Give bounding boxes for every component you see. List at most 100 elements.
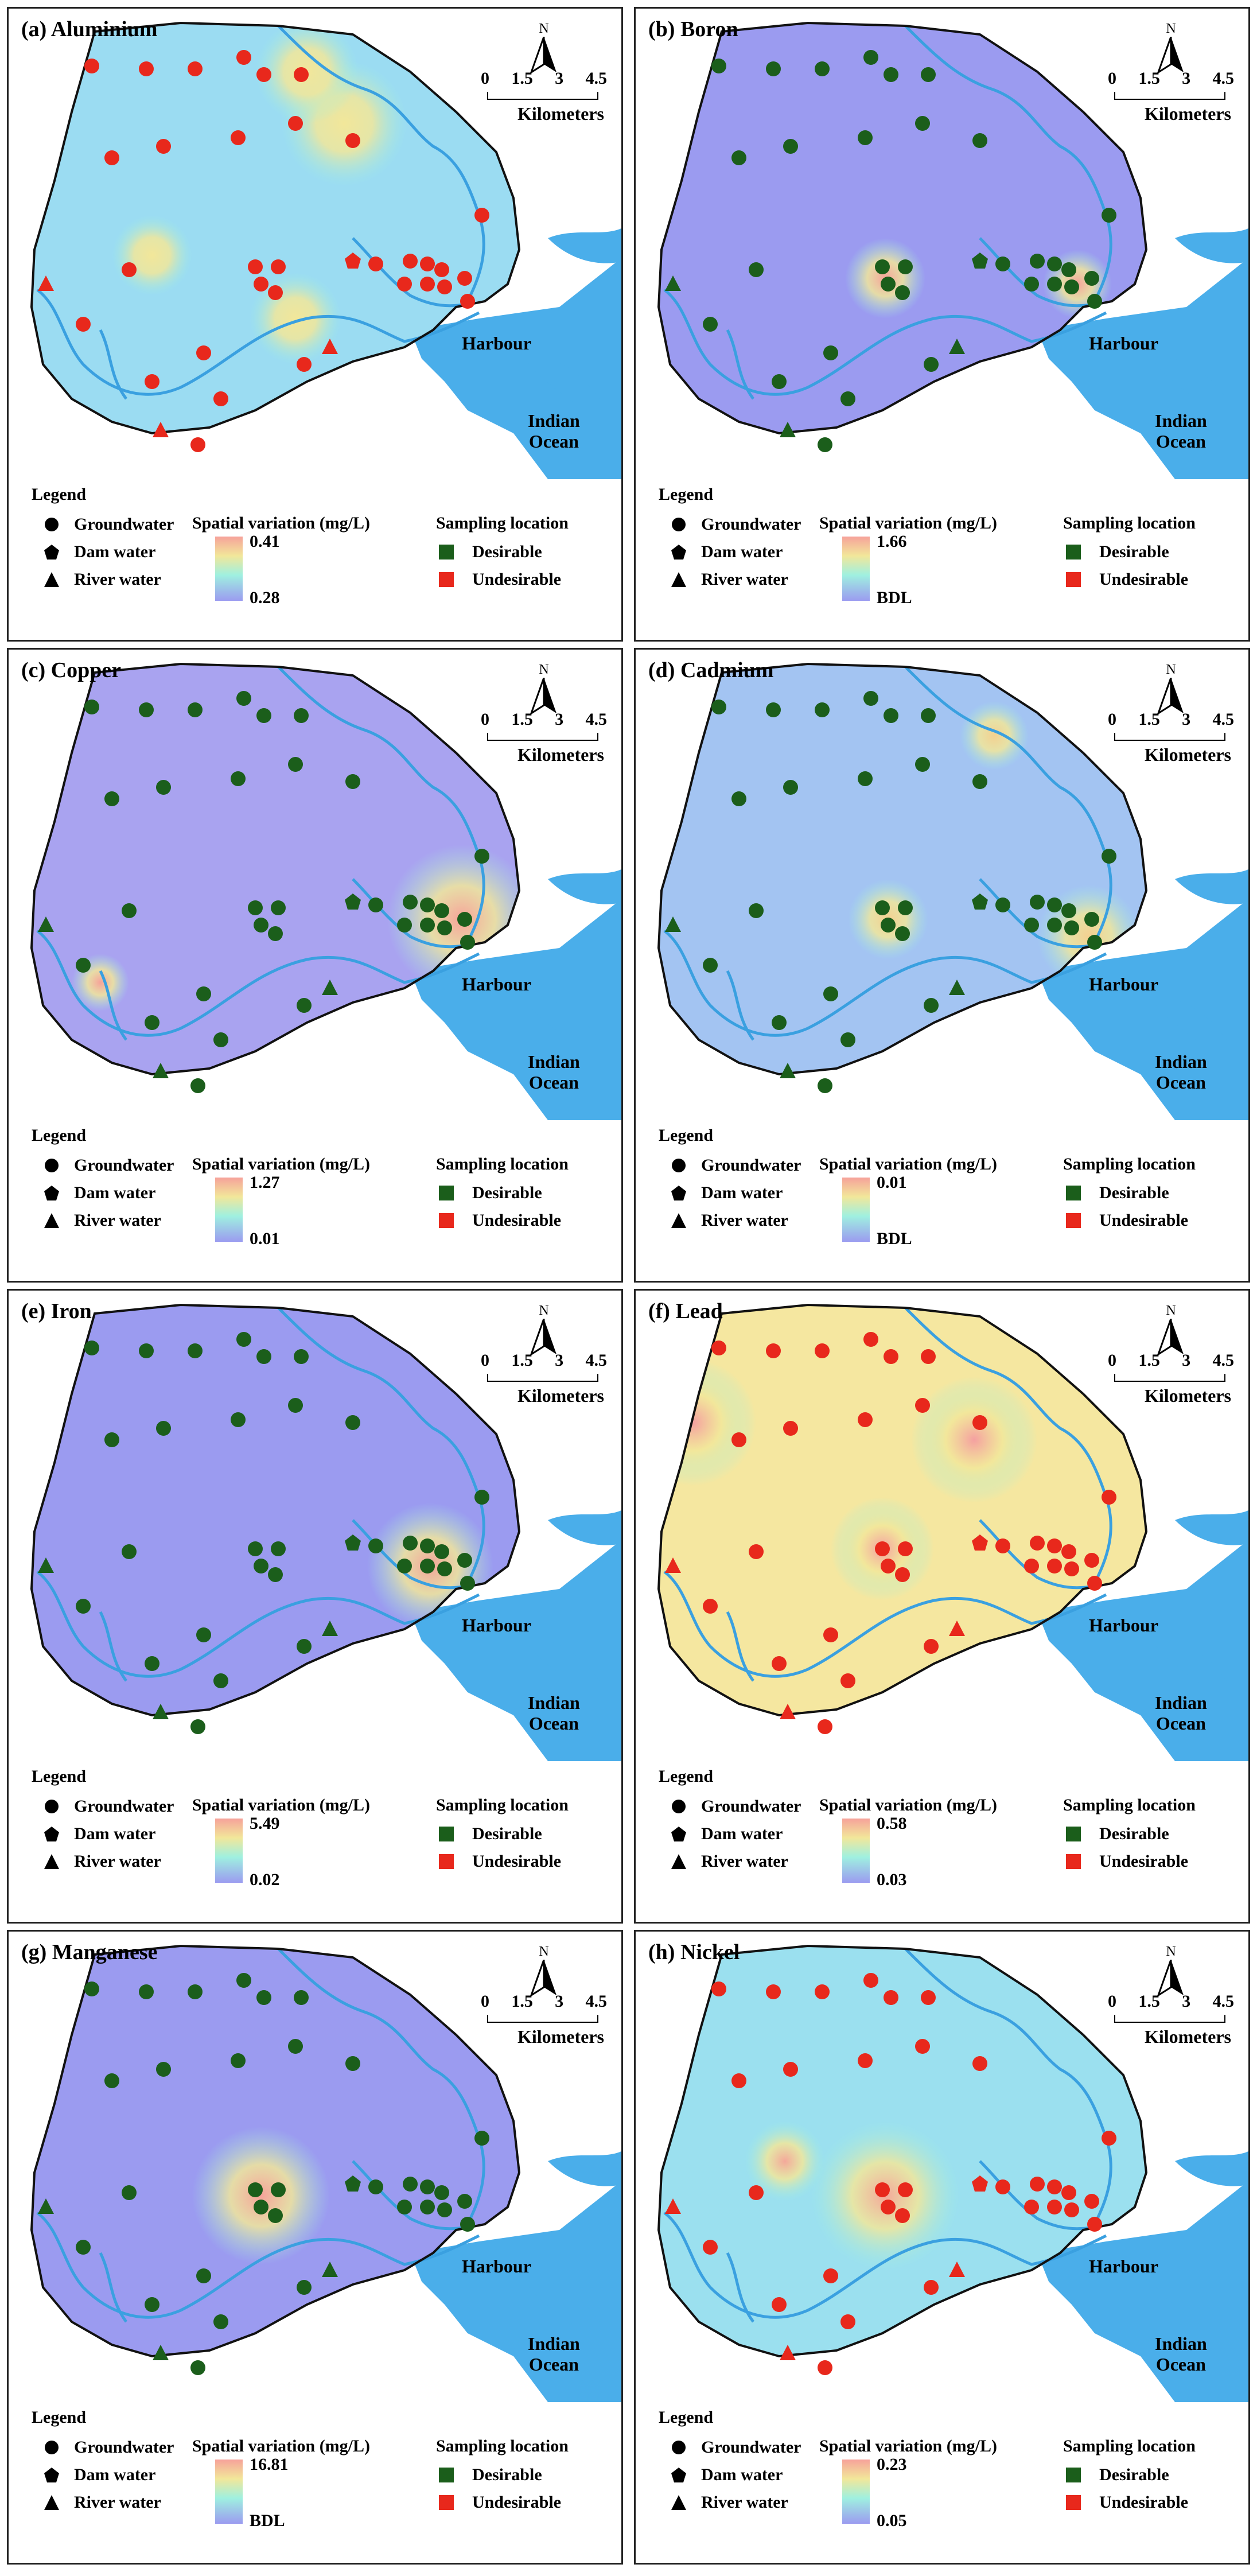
groundwater-site [236, 1973, 251, 1988]
groundwater-site [457, 1553, 472, 1568]
groundwater-site [76, 1599, 91, 1614]
scale-unit: Kilometers [517, 103, 604, 124]
scale-tick-3: 4.5 [585, 69, 607, 88]
groundwater-site [294, 67, 309, 82]
sampling-location-title: Sampling location [436, 2437, 569, 2455]
groundwater-site [1047, 1559, 1062, 1573]
scale-tick-0: 0 [1108, 710, 1116, 729]
groundwater-site [156, 1421, 171, 1436]
groundwater-site [256, 1990, 271, 2005]
groundwater-site [1047, 897, 1062, 912]
groundwater-site [875, 900, 890, 915]
groundwater-circle-icon [672, 1800, 686, 1813]
river-triangle-icon [44, 1213, 59, 1228]
scale-tick-2: 3 [555, 1992, 564, 2011]
groundwater-site [248, 259, 263, 274]
groundwater-circle-icon [45, 1800, 59, 1813]
groundwater-site [711, 700, 726, 714]
groundwater-site [434, 1544, 449, 1559]
dam-site [345, 252, 361, 269]
harbour-label: Harbour [1089, 2256, 1158, 2276]
scale-bar [487, 1374, 598, 1382]
groundwater-site [1084, 271, 1099, 286]
groundwater-site [895, 1567, 910, 1582]
scale-unit: Kilometers [517, 744, 604, 765]
harbour-label: Harbour [1089, 974, 1158, 994]
ocean-label: Indian Ocean [528, 410, 580, 452]
legend-groundwater: Groundwater [670, 2438, 801, 2457]
dam-site [345, 893, 361, 910]
groundwater-site [397, 2200, 412, 2214]
groundwater-site [190, 1719, 205, 1734]
groundwater-site [924, 998, 939, 1013]
north-label: N [539, 21, 549, 36]
legend-groundwater: Groundwater [43, 515, 174, 534]
groundwater-site [863, 50, 878, 65]
groundwater-site [972, 133, 987, 148]
rivers [36, 1948, 485, 2323]
groundwater-site [104, 2073, 119, 2088]
groundwater-site [231, 130, 246, 145]
legend-groundwater: Groundwater [43, 2438, 174, 2457]
spatial-variation-min: BDL [250, 2511, 285, 2530]
scale-tick-2: 3 [555, 69, 564, 88]
river-site [665, 1557, 681, 1573]
groundwater-site [122, 262, 137, 277]
groundwater-site [345, 1415, 360, 1430]
north-label: N [1166, 1944, 1176, 1959]
scale-tick-2: 3 [1182, 1992, 1191, 2011]
river-site [38, 275, 54, 291]
groundwater-site [271, 259, 286, 274]
panel-title: (g) Manganese [21, 1940, 158, 1964]
groundwater-site [213, 2314, 228, 2329]
legend-dam-water: Dam water [43, 2465, 155, 2485]
scale-unit: Kilometers [517, 2026, 604, 2047]
groundwater-site [231, 771, 246, 786]
scale-bar [487, 92, 598, 100]
groundwater-site [420, 1559, 435, 1573]
scale-tick-3: 4.5 [585, 1992, 607, 2011]
scale-tick-0: 0 [481, 710, 489, 729]
legend-title: Legend [32, 1126, 87, 1145]
groundwater-site [818, 437, 832, 452]
groundwater-site [460, 2217, 475, 2232]
scale-tick-1: 1.5 [511, 69, 533, 88]
groundwater-site [884, 67, 898, 82]
scale-tick-1: 1.5 [1138, 69, 1160, 88]
map-panel: (h) Nickel N 0 1.5 3 4.5 Kilometers Harb… [634, 1930, 1250, 2565]
groundwater-site [995, 2179, 1010, 2194]
rivers [663, 25, 1112, 400]
ocean-label: Indian Ocean [1155, 2333, 1207, 2375]
spatial-variation-title: Spatial variation (mg/L) [192, 2437, 371, 2455]
legend-groundwater: Groundwater [43, 1797, 174, 1816]
color-ramp [842, 1178, 870, 1242]
groundwater-site [1084, 912, 1099, 927]
legend-title: Legend [659, 1767, 714, 1786]
groundwater-site [196, 1627, 211, 1642]
legend-dam-water: Dam water [670, 542, 783, 562]
ocean-label: Indian Ocean [528, 1051, 580, 1093]
sampling-desirable: Desirable [439, 2465, 542, 2485]
groundwater-site [921, 708, 936, 723]
groundwater-site [884, 1349, 898, 1364]
spatial-variation-max: 0.23 [877, 2455, 907, 2474]
legend-river-water: River water [670, 1852, 788, 1871]
groundwater-site [188, 1984, 203, 1999]
groundwater-site [995, 1538, 1010, 1553]
legend-groundwater: Groundwater [43, 1156, 174, 1175]
scale-bar-labels: 0 1.5 3 4.5 [1108, 1992, 1234, 2011]
north-arrow: N [1116, 662, 1225, 721]
groundwater-site [254, 2200, 268, 2214]
study-area-boundary [657, 662, 1148, 1076]
groundwater-site [858, 771, 873, 786]
groundwater-circle-icon [672, 1159, 686, 1172]
groundwater-site [271, 1541, 286, 1556]
legend-dam-water: Dam water [670, 2465, 783, 2485]
river-site [949, 339, 965, 354]
groundwater-site [457, 2194, 472, 2209]
groundwater-site [156, 2062, 171, 2077]
spatial-variation-max: 1.27 [250, 1173, 280, 1192]
scale-tick-3: 4.5 [585, 710, 607, 729]
north-arrow: N [1116, 1303, 1225, 1362]
sea-water [410, 2151, 621, 2402]
